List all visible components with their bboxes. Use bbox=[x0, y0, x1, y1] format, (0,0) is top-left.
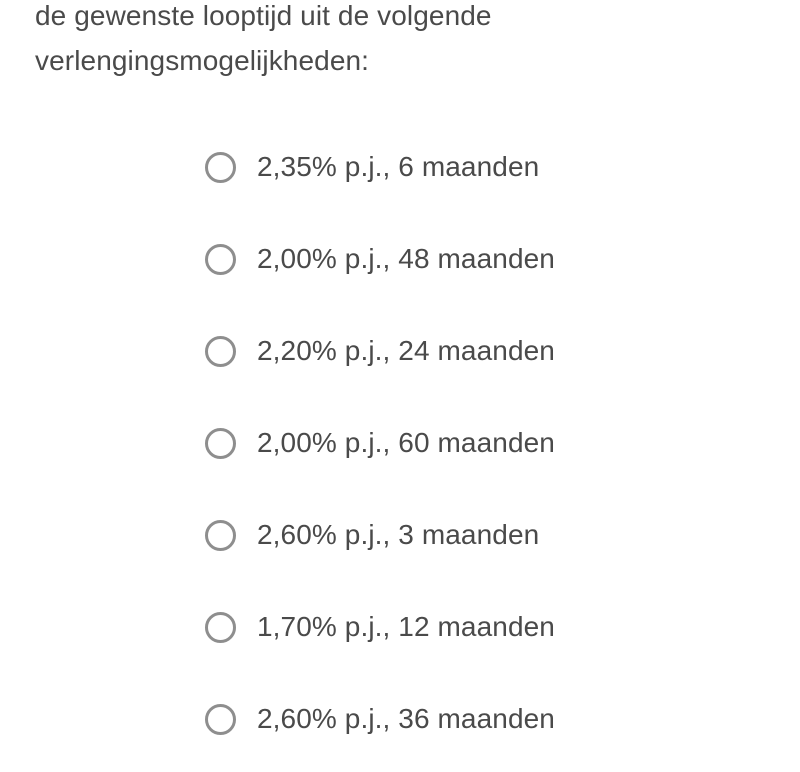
radio-option-label: 2,35% p.j., 6 maanden bbox=[257, 151, 540, 182]
radio-option-label: 1,70% p.j., 12 maanden bbox=[257, 611, 555, 642]
radio-option[interactable]: 2,35% p.j., 6 maanden bbox=[205, 121, 555, 213]
radio-button-icon[interactable] bbox=[205, 703, 236, 735]
question-text: de gewenste looptijd uit de volgende ver… bbox=[35, 0, 492, 76]
radio-button-icon[interactable] bbox=[205, 335, 236, 367]
radio-option-label: 2,60% p.j., 36 maanden bbox=[257, 703, 555, 734]
radio-option[interactable]: 2,20% p.j., 24 maanden bbox=[205, 305, 555, 397]
radio-button-icon[interactable] bbox=[205, 243, 236, 275]
radio-option[interactable]: 2,00% p.j., 48 maanden bbox=[205, 213, 555, 305]
radio-option[interactable]: 2,60% p.j., 3 maanden bbox=[205, 489, 555, 581]
radio-option-label: 2,60% p.j., 3 maanden bbox=[257, 519, 540, 550]
radio-button-icon[interactable] bbox=[205, 151, 236, 183]
radio-button-icon[interactable] bbox=[205, 519, 236, 551]
radio-option-group: 2,35% p.j., 6 maanden 2,00% p.j., 48 maa… bbox=[205, 121, 555, 765]
radio-option-label: 2,00% p.j., 48 maanden bbox=[257, 243, 555, 274]
radio-option-label: 2,00% p.j., 60 maanden bbox=[257, 427, 555, 458]
radio-option[interactable]: 2,60% p.j., 36 maanden bbox=[205, 673, 555, 765]
radio-option-label: 2,20% p.j., 24 maanden bbox=[257, 335, 555, 366]
radio-option[interactable]: 2,00% p.j., 60 maanden bbox=[205, 397, 555, 489]
radio-button-icon[interactable] bbox=[205, 427, 236, 459]
radio-option[interactable]: 1,70% p.j., 12 maanden bbox=[205, 581, 555, 673]
radio-button-icon[interactable] bbox=[205, 611, 236, 643]
